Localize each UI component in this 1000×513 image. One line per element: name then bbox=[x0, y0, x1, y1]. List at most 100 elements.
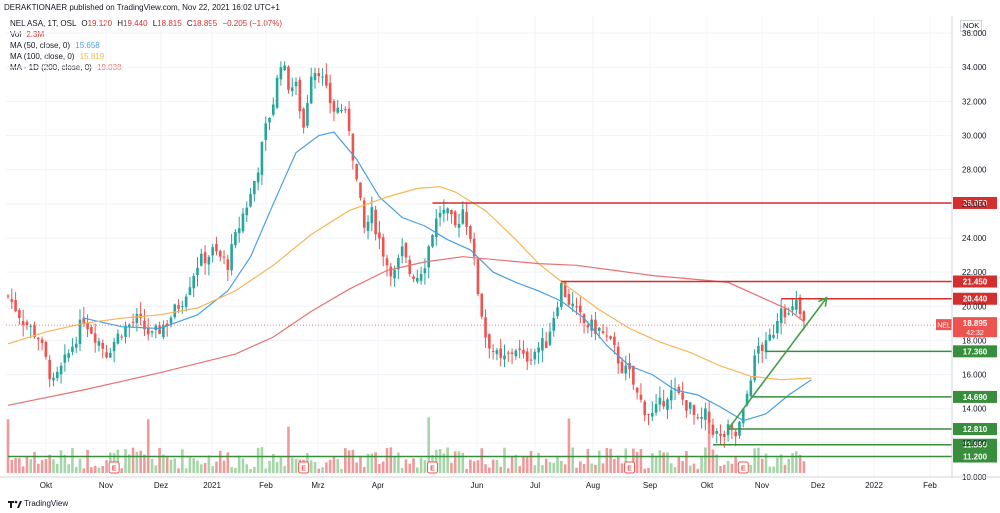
volume-bar bbox=[450, 462, 453, 473]
candle-body bbox=[776, 321, 779, 334]
volume-bar bbox=[692, 463, 696, 473]
candle-body bbox=[495, 350, 499, 355]
candle-body bbox=[605, 335, 609, 337]
candles bbox=[6, 61, 806, 448]
volume-bar bbox=[567, 418, 571, 473]
candle-body bbox=[461, 209, 465, 224]
candle-body bbox=[135, 313, 139, 324]
volume-bar bbox=[139, 450, 142, 473]
volume-bar bbox=[537, 452, 540, 473]
candle-body bbox=[287, 66, 290, 90]
candle-body bbox=[723, 433, 726, 437]
volume-bar bbox=[594, 464, 597, 473]
volume-bar bbox=[419, 457, 423, 473]
volume-bar bbox=[601, 463, 605, 473]
candle-body bbox=[632, 365, 635, 385]
last-price-symbol-badge bbox=[936, 319, 952, 331]
volume-bar bbox=[548, 462, 552, 473]
legend-ma50-label[interactable]: MA (50, close, 0) bbox=[10, 41, 71, 50]
volume-bar bbox=[624, 448, 628, 473]
volume-bar bbox=[397, 452, 400, 473]
volume-bar bbox=[313, 461, 317, 473]
volume-bar bbox=[264, 468, 268, 473]
volume-bar bbox=[578, 461, 582, 473]
volume-bar bbox=[211, 466, 214, 473]
candle-body bbox=[222, 256, 226, 258]
volume-bar bbox=[787, 458, 791, 473]
volume-bar bbox=[245, 464, 249, 473]
x-tick-label: Jul bbox=[530, 481, 540, 490]
volume-bar bbox=[192, 458, 196, 473]
candle-body bbox=[302, 108, 305, 128]
legend-symbol[interactable]: NEL ASA, 1T, OSL bbox=[10, 19, 77, 28]
volume-bar bbox=[150, 458, 154, 473]
candle-body bbox=[700, 417, 703, 419]
volume-bar bbox=[393, 456, 396, 473]
time-axis: Okt Nov Dez 2021 Feb Mrz Apr Jun Jul Aug Sep Okt Nov… bbox=[0, 476, 1000, 490]
volume-bar bbox=[116, 449, 120, 473]
candle-body bbox=[237, 228, 241, 234]
candle-body bbox=[14, 299, 17, 312]
volume-bar bbox=[55, 463, 59, 473]
earnings-label: E bbox=[741, 466, 746, 473]
candle-body bbox=[597, 327, 601, 331]
x-tick-label: Nov bbox=[99, 481, 113, 490]
candle-body bbox=[192, 275, 196, 289]
volume-bar bbox=[366, 453, 370, 473]
candle-body bbox=[177, 305, 180, 309]
candle-body bbox=[772, 335, 775, 338]
candle-body bbox=[764, 340, 768, 353]
candle-body bbox=[544, 341, 548, 348]
candle-body bbox=[215, 244, 218, 252]
candle-body bbox=[55, 371, 59, 379]
volume-bar bbox=[332, 456, 336, 473]
candle-body bbox=[643, 401, 647, 416]
volume-bar bbox=[199, 464, 203, 473]
legend-vol-label[interactable]: Vol bbox=[10, 30, 22, 39]
candle-body bbox=[510, 352, 514, 354]
volume-bar bbox=[685, 451, 688, 473]
candle-body bbox=[677, 386, 681, 394]
y-tick-label: 28.000 bbox=[962, 166, 987, 175]
trend-arrow-line bbox=[727, 297, 828, 430]
volume-bar bbox=[404, 459, 408, 473]
legend-ma100-label[interactable]: MA (100, close, 0) bbox=[10, 52, 75, 61]
legend-ma50-value: 15.658 bbox=[75, 41, 100, 50]
candle-body bbox=[249, 193, 252, 207]
candle-body bbox=[795, 300, 798, 310]
candle-body bbox=[548, 331, 552, 345]
volume-bar bbox=[795, 451, 798, 473]
level-badge bbox=[953, 345, 997, 358]
volume-bar bbox=[586, 449, 590, 473]
candle-body bbox=[586, 325, 590, 328]
legend-change: −0.205 (−1.07%) bbox=[222, 19, 283, 28]
candle-body bbox=[522, 349, 525, 354]
candle-body bbox=[488, 334, 491, 349]
volume-bar bbox=[514, 454, 518, 473]
currency-label[interactable]: NOK bbox=[960, 20, 983, 32]
candle-body bbox=[218, 250, 222, 257]
candle-body bbox=[306, 103, 309, 126]
volume-bar bbox=[21, 466, 25, 473]
x-tick-label: Okt bbox=[701, 481, 714, 490]
candle-body bbox=[768, 334, 772, 341]
tradingview-brand[interactable]: TradingView bbox=[24, 499, 69, 508]
volume-bar bbox=[71, 447, 74, 473]
level-badge bbox=[953, 292, 997, 305]
volume-bar bbox=[37, 463, 40, 473]
volume-bar bbox=[768, 466, 772, 473]
volume-bar bbox=[165, 455, 169, 473]
volume-bar bbox=[791, 453, 794, 473]
candle-body bbox=[397, 257, 400, 270]
price-chart[interactable]: 26.050 21.450 20.440 17.360 14.690 12.810 11.8… bbox=[0, 0, 1000, 495]
candle-body bbox=[124, 326, 127, 337]
publisher-line: DERAKTIONAER published on TradingView.co… bbox=[0, 0, 1000, 16]
candle-body bbox=[366, 221, 370, 231]
candle-body bbox=[434, 218, 438, 238]
candle-body bbox=[10, 299, 14, 302]
volume-bar bbox=[715, 454, 719, 473]
level-label: 11.200 bbox=[963, 453, 988, 462]
candle-body bbox=[779, 308, 783, 324]
volume-bar bbox=[484, 464, 487, 473]
tradingview-logo-icon[interactable] bbox=[8, 499, 22, 509]
